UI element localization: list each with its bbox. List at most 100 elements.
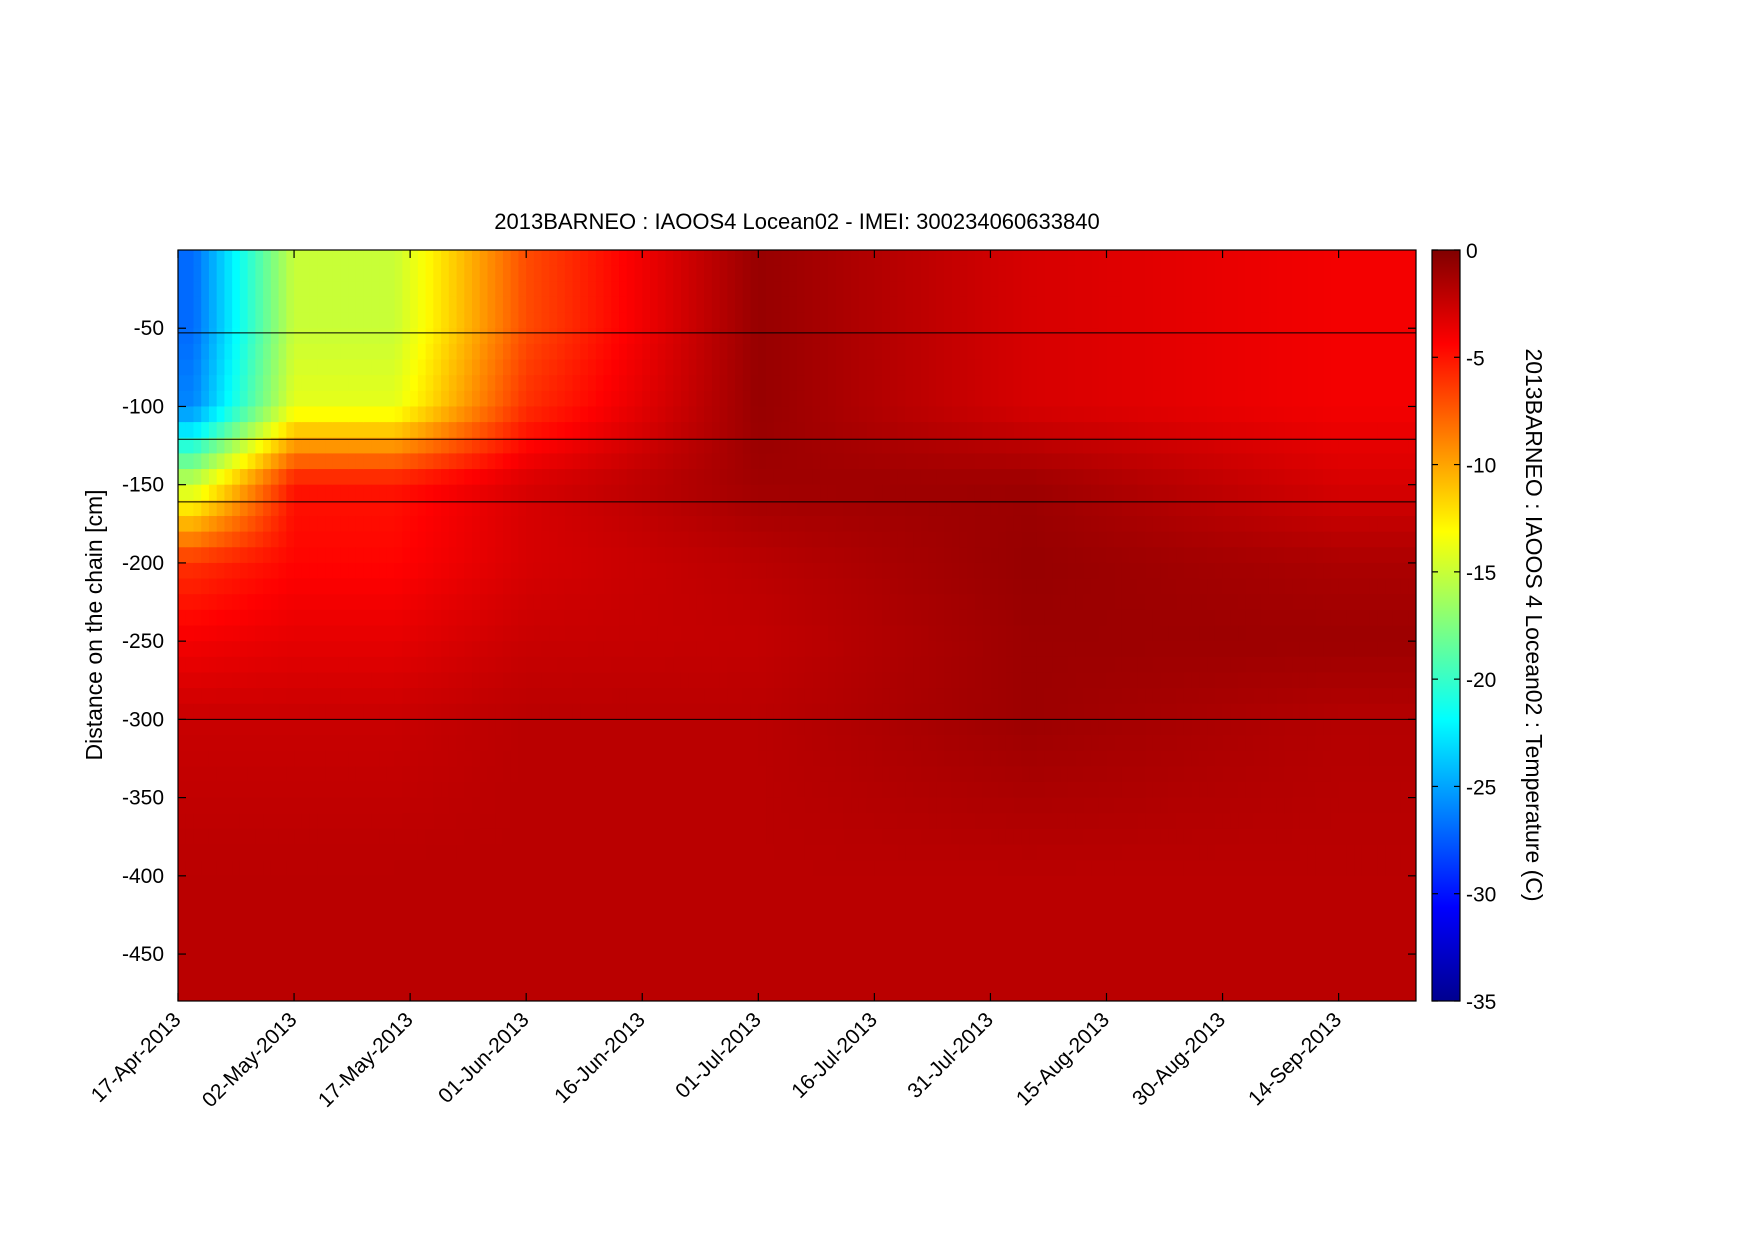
heatmap-cell xyxy=(897,406,906,423)
heatmap-cell xyxy=(843,641,852,658)
heatmap-cell xyxy=(247,594,256,611)
heatmap-cell xyxy=(944,954,953,971)
heatmap-cell xyxy=(851,969,860,986)
heatmap-cell xyxy=(619,922,628,940)
heatmap-cell xyxy=(820,343,829,361)
heatmap-cell xyxy=(379,250,388,267)
heatmap-cell xyxy=(487,594,496,611)
heatmap-cell xyxy=(626,891,636,908)
heatmap-cell xyxy=(533,515,543,533)
heatmap-cell xyxy=(379,375,388,392)
heatmap-cell xyxy=(804,656,814,674)
heatmap-cell xyxy=(340,672,349,689)
heatmap-cell xyxy=(688,265,698,282)
heatmap-cell xyxy=(874,719,883,736)
heatmap-cell xyxy=(649,656,659,674)
heatmap-cell xyxy=(913,813,922,830)
heatmap-cell xyxy=(882,922,891,940)
heatmap-cell xyxy=(665,891,674,908)
heatmap-cell xyxy=(897,515,906,533)
heatmap-cell xyxy=(905,296,914,314)
heatmap-cell xyxy=(425,422,434,439)
heatmap-cell xyxy=(340,641,349,658)
heatmap-cell xyxy=(417,453,427,470)
heatmap-cell xyxy=(959,594,968,611)
heatmap-cell xyxy=(572,562,581,580)
heatmap-cell xyxy=(797,437,806,454)
heatmap-cell xyxy=(263,390,272,408)
heatmap-cell xyxy=(208,422,218,439)
heatmap-cell xyxy=(665,954,674,971)
heatmap-cell xyxy=(735,281,744,298)
heatmap-cell xyxy=(843,281,852,298)
heatmap-cell xyxy=(626,938,636,955)
heatmap-cell xyxy=(294,437,303,454)
heatmap-cell xyxy=(178,469,187,486)
heatmap-cell xyxy=(201,453,210,470)
heatmap-cell xyxy=(750,625,759,642)
heatmap-cell xyxy=(580,406,589,423)
heatmap-cell xyxy=(340,296,349,314)
heatmap-cell xyxy=(402,625,411,642)
heatmap-cell xyxy=(185,469,195,486)
heatmap-cell xyxy=(216,328,226,345)
heatmap-cell xyxy=(193,750,202,767)
heatmap-cell xyxy=(386,594,396,611)
heatmap-cell xyxy=(549,406,558,423)
heatmap-cell xyxy=(239,265,249,282)
heatmap-cell xyxy=(603,797,612,814)
heatmap-cell xyxy=(797,922,806,940)
heatmap-cell xyxy=(657,860,667,877)
heatmap-cell xyxy=(642,609,651,627)
heatmap-cell xyxy=(773,766,783,783)
heatmap-cell xyxy=(897,343,906,361)
heatmap-cell xyxy=(479,578,489,595)
heatmap-cell xyxy=(897,875,906,893)
heatmap-cell xyxy=(541,907,550,924)
heatmap-cell xyxy=(549,547,558,564)
heatmap-cell xyxy=(185,688,195,705)
heatmap-cell xyxy=(185,437,195,454)
heatmap-cell xyxy=(348,578,357,595)
heatmap-cell xyxy=(456,578,465,595)
heatmap-cell xyxy=(920,609,930,627)
heatmap-cell xyxy=(804,515,814,533)
heatmap-cell xyxy=(882,875,891,893)
heatmap-cell xyxy=(634,250,643,267)
heatmap-cell xyxy=(905,390,914,408)
heatmap-cell xyxy=(355,954,365,971)
heatmap-cell xyxy=(332,359,342,376)
heatmap-cell xyxy=(533,781,543,799)
heatmap-cell xyxy=(247,625,256,642)
heatmap-cell xyxy=(479,938,489,955)
heatmap-cell xyxy=(580,703,589,720)
heatmap-cell xyxy=(371,422,380,439)
heatmap-cell xyxy=(758,359,767,376)
heatmap-cell xyxy=(851,797,860,814)
heatmap-cell xyxy=(402,907,411,924)
heatmap-cell xyxy=(603,594,612,611)
heatmap-cell xyxy=(936,641,945,658)
heatmap-cell xyxy=(239,500,249,517)
heatmap-cell xyxy=(611,343,620,361)
heatmap-cell xyxy=(905,484,914,501)
heatmap-cell xyxy=(812,641,821,658)
heatmap-cell xyxy=(394,985,403,1001)
heatmap-cell xyxy=(727,891,736,908)
heatmap-cell xyxy=(417,343,427,361)
heatmap-cell xyxy=(332,922,342,940)
heatmap-cell xyxy=(309,891,318,908)
heatmap-cell xyxy=(526,547,535,564)
heatmap-cell xyxy=(603,860,612,877)
heatmap-cell xyxy=(967,484,976,501)
heatmap-cell xyxy=(928,954,937,971)
heatmap-cell xyxy=(410,375,419,392)
heatmap-cell xyxy=(704,406,713,423)
heatmap-cell xyxy=(626,562,636,580)
heatmap-cell xyxy=(642,656,651,674)
heatmap-cell xyxy=(255,625,264,642)
heatmap-cell xyxy=(263,359,272,376)
heatmap-cell xyxy=(433,328,442,345)
heatmap-cell xyxy=(913,296,922,314)
heatmap-cell xyxy=(913,938,922,955)
